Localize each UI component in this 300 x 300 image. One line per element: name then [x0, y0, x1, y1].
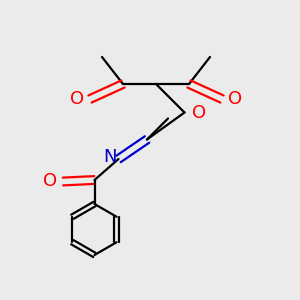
Text: O: O	[70, 90, 84, 108]
Text: O: O	[43, 172, 57, 190]
Text: N: N	[103, 148, 117, 166]
Text: O: O	[192, 103, 206, 122]
Text: O: O	[228, 90, 242, 108]
